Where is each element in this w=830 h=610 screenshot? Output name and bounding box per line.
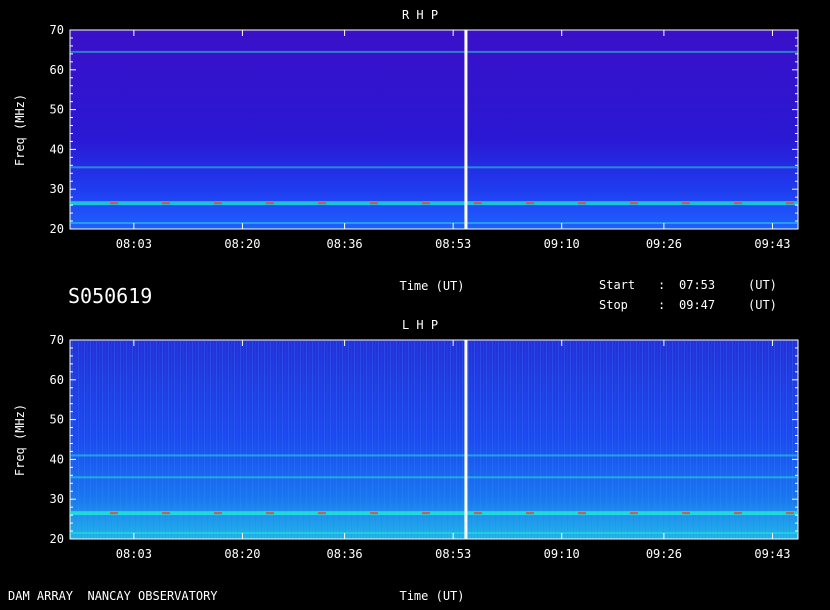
lhp-ytick-label-50: 50 <box>50 413 64 427</box>
lhp-axes: 20 30 40 50 60 70 08:03 08:20 08:36 08:53 09:10 09:… <box>50 333 798 561</box>
rhp-hot-3 <box>266 202 274 205</box>
lhp-xlabel: Time (UT) <box>399 589 464 603</box>
lhp-hot-9 <box>578 512 586 515</box>
rhp-hot-2 <box>214 202 222 205</box>
rhp-xtick-label-09:26: 09:26 <box>646 237 682 251</box>
rhp-xtick-label-08:53: 08:53 <box>435 237 471 251</box>
rhp-xtick-label-08:03: 08:03 <box>116 237 152 251</box>
rhp-ylabel: Freq (MHz) <box>13 94 27 166</box>
rhp-xtick-label-09:43: 09:43 <box>754 237 790 251</box>
rhp-xtick-label-09:10: 09:10 <box>544 237 580 251</box>
lhp-band-0 <box>70 532 798 535</box>
rhp-plot-area <box>69 29 799 230</box>
lhp-xtick-label-08:53: 08:53 <box>435 547 471 561</box>
lhp-hot-10 <box>630 512 638 515</box>
rhp-hot-1 <box>162 202 170 205</box>
rhp-marks <box>70 30 798 229</box>
rhp-hot-5 <box>370 202 378 205</box>
lhp-hot-7 <box>474 512 482 515</box>
stop-unit: (UT) <box>748 298 777 312</box>
lhp-xtick-label-08:03: 08:03 <box>116 547 152 561</box>
lhp-hot-11 <box>682 512 690 515</box>
rhp-band-2 <box>70 166 798 169</box>
rhp-title: R H P <box>402 8 438 22</box>
lhp-hot-2 <box>214 512 222 515</box>
lhp-xtick-label-09:10: 09:10 <box>544 547 580 561</box>
rhp-hot-8 <box>526 202 534 205</box>
lhp-title: L H P <box>402 318 438 332</box>
rhp-panel: R H P Freq (MHz) Time (UT) 20 30 40 50 60 70 0… <box>13 8 799 293</box>
lhp-xtick-label-09:43: 09:43 <box>754 547 790 561</box>
rhp-hot-0 <box>110 202 118 205</box>
lhp-ytick-label-30: 30 <box>50 492 64 506</box>
rhp-ytick-label-30: 30 <box>50 182 64 196</box>
rhp-band-0 <box>70 222 798 225</box>
lhp-ytick-label-70: 70 <box>50 333 64 347</box>
rhp-ytick-label-70: 70 <box>50 23 64 37</box>
lhp-ytick-label-20: 20 <box>50 532 64 546</box>
rhp-xtick-label-08:20: 08:20 <box>224 237 260 251</box>
rhp-hot-6 <box>422 202 430 205</box>
lhp-band-2 <box>70 476 798 479</box>
lhp-hot-13 <box>786 512 794 515</box>
rhp-hot-10 <box>630 202 638 205</box>
lhp-ylabel: Freq (MHz) <box>13 404 27 476</box>
start-time: 07:53 <box>679 278 716 292</box>
start-sep: : <box>658 278 666 292</box>
rhp-xlabel: Time (UT) <box>399 279 464 293</box>
lhp-hot-3 <box>266 512 274 515</box>
lhp-xtick-label-08:20: 08:20 <box>224 547 260 561</box>
lhp-hot-6 <box>422 512 430 515</box>
lhp-hot-5 <box>370 512 378 515</box>
rhp-data-gap <box>464 30 468 229</box>
lhp-ytick-label-40: 40 <box>50 452 64 466</box>
lhp-panel: L H P Freq (MHz) Time (UT) 20 30 40 50 60 70 0… <box>13 318 799 603</box>
rhp-axes: 20 30 40 50 60 70 08:03 08:20 08:36 08:53 09:10 09:… <box>50 23 798 251</box>
lhp-hot-12 <box>734 512 742 515</box>
start-unit: (UT) <box>748 278 777 292</box>
stop-time: 09:47 <box>679 298 716 312</box>
start-label: Start <box>599 278 636 292</box>
rhp-band-1 <box>70 201 798 206</box>
lhp-streak-texture <box>70 340 798 539</box>
stop-label: Stop <box>599 298 628 312</box>
lhp-band-1 <box>70 511 798 516</box>
rhp-band-3 <box>70 50 798 53</box>
rhp-hot-13 <box>786 202 794 205</box>
lhp-marks <box>70 340 798 539</box>
rhp-hot-7 <box>474 202 482 205</box>
lhp-xtick-label-09:26: 09:26 <box>646 547 682 561</box>
rhp-hot-9 <box>578 202 586 205</box>
lhp-hot-1 <box>162 512 170 515</box>
lhp-hot-4 <box>318 512 326 515</box>
stop-sep: : <box>658 298 666 312</box>
rhp-hot-11 <box>682 202 690 205</box>
lhp-hot-8 <box>526 512 534 515</box>
rhp-ytick-label-20: 20 <box>50 222 64 236</box>
rhp-ytick-label-40: 40 <box>50 142 64 156</box>
rhp-ytick-label-60: 60 <box>50 63 64 77</box>
rhp-ytick-label-50: 50 <box>50 103 64 117</box>
lhp-xtick-label-08:36: 08:36 <box>327 547 363 561</box>
lhp-ytick-label-60: 60 <box>50 373 64 387</box>
rhp-xtick-label-08:36: 08:36 <box>327 237 363 251</box>
lhp-band-3 <box>70 454 798 457</box>
footer-credit: DAM ARRAY NANCAY OBSERVATORY <box>8 589 218 603</box>
rhp-hot-4 <box>318 202 326 205</box>
lhp-hot-0 <box>110 512 118 515</box>
lhp-data-gap <box>464 340 468 539</box>
station-id: S050619 <box>68 284 153 308</box>
rhp-hot-12 <box>734 202 742 205</box>
